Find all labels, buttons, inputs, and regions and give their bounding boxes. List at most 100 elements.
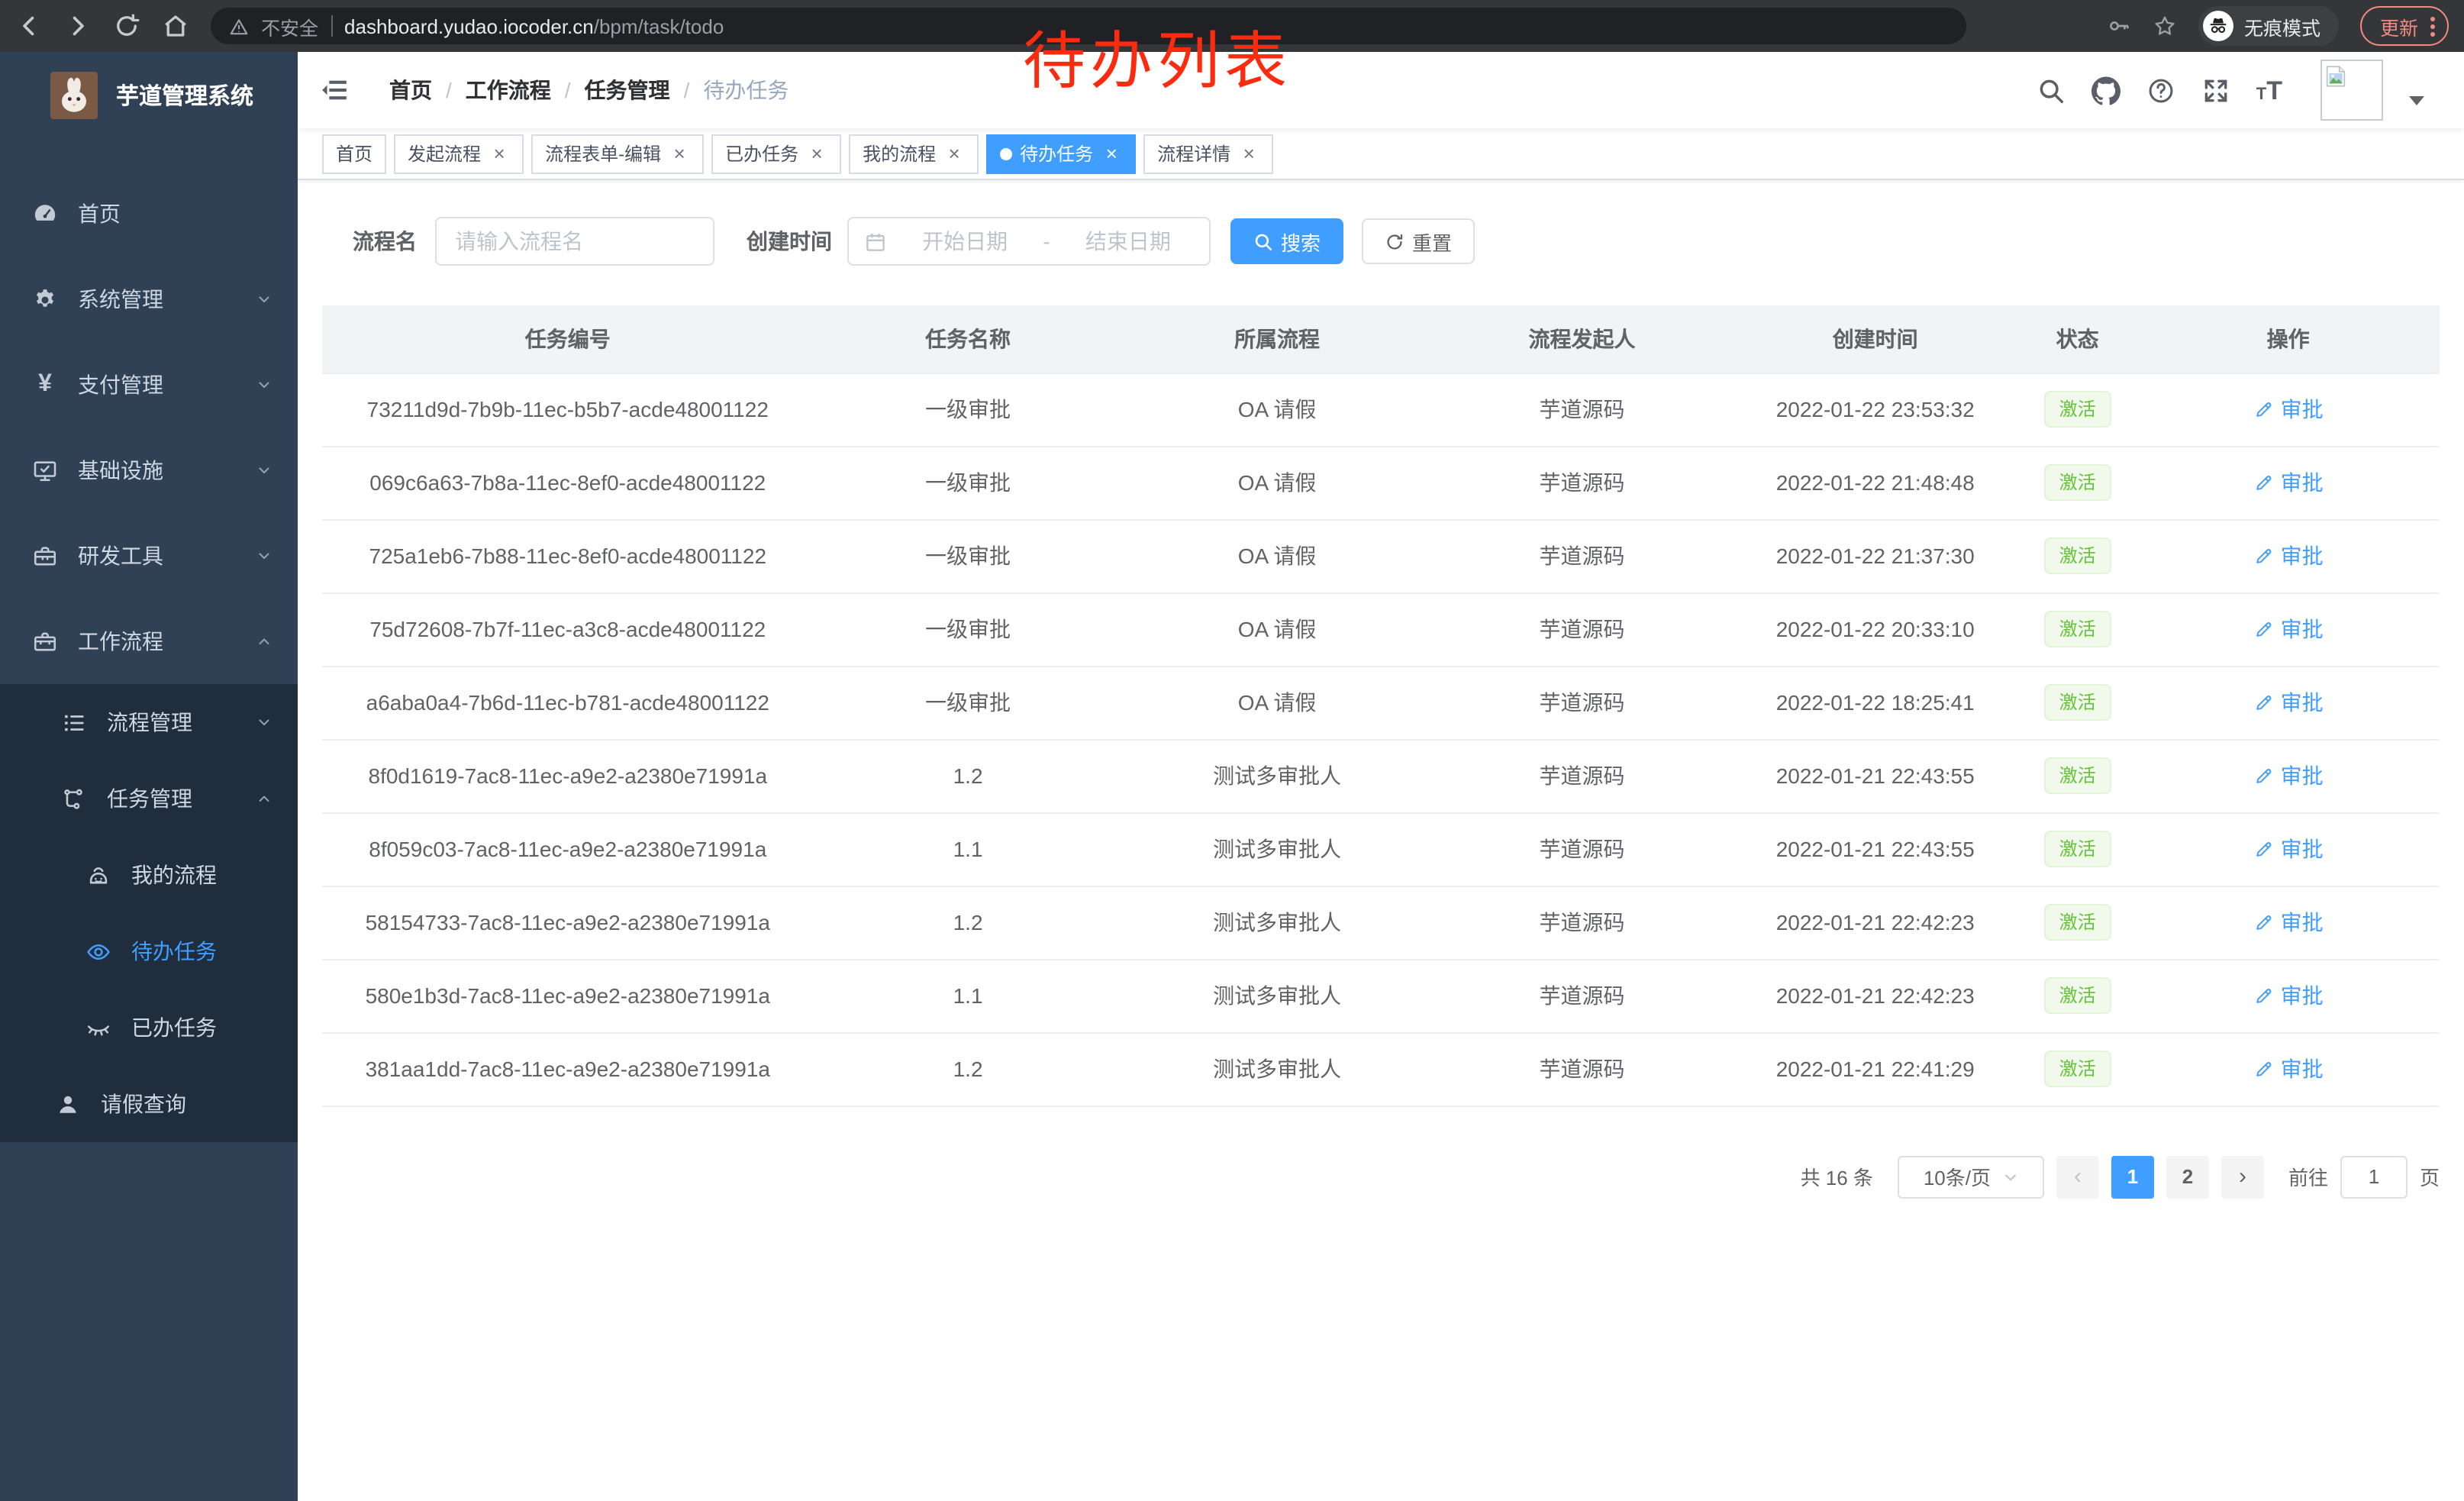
sidebar-item-home[interactable]: 首页: [0, 171, 298, 257]
forward-icon[interactable]: [64, 12, 92, 40]
approve-button[interactable]: 审批: [2253, 834, 2324, 864]
cell-actions: 审批: [2137, 446, 2440, 520]
approve-button[interactable]: 审批: [2253, 541, 2324, 571]
edit-icon: [2253, 1058, 2275, 1080]
avatar[interactable]: [2320, 60, 2383, 121]
close-icon[interactable]: ×: [811, 142, 823, 165]
more-vertical-icon[interactable]: [2430, 16, 2435, 36]
key-icon[interactable]: [2107, 14, 2131, 38]
cell-process: OA 请假: [1122, 373, 1432, 447]
tab-home[interactable]: 首页: [322, 134, 387, 173]
approve-button[interactable]: 审批: [2253, 980, 2324, 1011]
cell-task-name: 一级审批: [813, 446, 1123, 520]
cell-created-time: 2022-01-22 21:48:48: [1732, 446, 2018, 520]
chevron-down-icon: [255, 461, 273, 479]
tab-label: 流程详情: [1157, 144, 1231, 165]
tab-done-task[interactable]: 已办任务 ×: [711, 134, 842, 173]
edit-icon: [2253, 399, 2275, 420]
app-logo[interactable]: 芋道管理系统: [0, 52, 298, 137]
sidebar-item-devtools[interactable]: 研发工具: [0, 513, 298, 599]
sidebar-item-payment[interactable]: ¥ 支付管理: [0, 342, 298, 428]
next-page-button[interactable]: ›: [2221, 1155, 2264, 1198]
user-icon: [55, 1091, 81, 1117]
sidebar-item-todo-task[interactable]: 待办任务: [0, 913, 298, 989]
close-icon[interactable]: ×: [1105, 142, 1118, 165]
approve-button[interactable]: 审批: [2253, 760, 2324, 791]
help-icon[interactable]: [2146, 76, 2175, 105]
cell-actions: 审批: [2137, 1032, 2440, 1106]
close-icon[interactable]: ×: [1243, 142, 1255, 165]
close-icon[interactable]: ×: [493, 142, 505, 165]
close-icon[interactable]: ×: [948, 142, 960, 165]
tab-my-process[interactable]: 我的流程 ×: [849, 134, 979, 173]
cell-status: 激活: [2017, 886, 2137, 960]
reload-icon[interactable]: [113, 12, 140, 40]
cell-actions: 审批: [2137, 886, 2440, 960]
tab-todo-task[interactable]: 待办任务 ×: [986, 134, 1137, 173]
approve-label: 审批: [2280, 763, 2324, 788]
sidebar-item-task-mgmt[interactable]: 任务管理: [0, 760, 298, 837]
date-range-picker[interactable]: 开始日期 - 结束日期: [847, 217, 1211, 266]
url-text[interactable]: dashboard.yudao.iocoder.cn/bpm/task/todo: [344, 15, 724, 37]
sidebar-item-done-task[interactable]: 已办任务: [0, 989, 298, 1066]
sidebar-item-workflow[interactable]: 工作流程: [0, 599, 298, 684]
breadcrumb-item[interactable]: 工作流程: [465, 78, 551, 102]
breadcrumb-separator: /: [564, 78, 571, 102]
update-button[interactable]: 更新: [2359, 6, 2449, 46]
incognito-label: 无痕模式: [2243, 18, 2320, 39]
sidebar-item-my-process[interactable]: 我的流程: [0, 837, 298, 913]
tab-process-detail[interactable]: 流程详情 ×: [1143, 134, 1274, 173]
approve-button[interactable]: 审批: [2253, 907, 2324, 938]
sidebar-item-system[interactable]: 系统管理: [0, 257, 298, 342]
breadcrumb-item[interactable]: 任务管理: [584, 78, 670, 102]
briefcase-icon: [32, 628, 58, 654]
approve-button[interactable]: 审批: [2253, 614, 2324, 644]
cell-task-name: 1.2: [813, 1032, 1123, 1106]
sidebar-item-label: 系统管理: [78, 287, 163, 311]
approve-button[interactable]: 审批: [2253, 467, 2324, 498]
approve-button[interactable]: 审批: [2253, 687, 2324, 718]
chevron-down-icon: [255, 376, 273, 394]
table-row: a6aba0a4-7b6d-11ec-b781-acde48001122 一级审批…: [322, 666, 2440, 740]
address-bar[interactable]: 不安全 dashboard.yudao.iocoder.cn/bpm/task/…: [211, 8, 1966, 44]
close-icon[interactable]: ×: [673, 142, 685, 165]
approve-label: 审批: [2280, 690, 2324, 715]
tags-view: 首页 发起流程 × 流程表单-编辑 × 已办任务 × 我的流程 × 待办任务 × 流程详情 ×: [298, 128, 2464, 180]
hamburger-icon[interactable]: [319, 75, 350, 105]
page-size-select[interactable]: 10条/页: [1897, 1155, 2044, 1198]
home-icon[interactable]: [162, 12, 189, 40]
chevron-down-icon: [2003, 1169, 2018, 1184]
sidebar-item-infra[interactable]: 基础设施: [0, 428, 298, 513]
cell-starter: 芋道源码: [1431, 739, 1733, 813]
page-button-1[interactable]: 1: [2111, 1155, 2154, 1198]
search-icon[interactable]: [2037, 76, 2066, 105]
back-icon[interactable]: [15, 12, 43, 40]
create-time-label: 创建时间: [747, 229, 832, 253]
sidebar-item-leave-query[interactable]: 请假查询: [0, 1066, 298, 1142]
fullscreen-icon[interactable]: [2201, 76, 2230, 105]
security-label[interactable]: 不安全: [261, 18, 319, 39]
star-icon[interactable]: [2153, 14, 2177, 38]
range-separator: -: [1043, 229, 1050, 253]
breadcrumb-item[interactable]: 首页: [389, 78, 432, 102]
tab-start-process[interactable]: 发起流程 ×: [394, 134, 524, 173]
approve-button[interactable]: 审批: [2253, 1054, 2324, 1084]
cell-task-id: 069c6a63-7b8a-11ec-8ef0-acde48001122: [322, 446, 814, 520]
approve-button[interactable]: 审批: [2253, 394, 2324, 424]
prev-page-button[interactable]: ‹: [2056, 1155, 2099, 1198]
status-badge: 激活: [2043, 831, 2111, 867]
search-button[interactable]: 搜索: [1230, 218, 1344, 264]
goto-page-input[interactable]: [2340, 1155, 2408, 1198]
reset-button[interactable]: 重置: [1362, 218, 1475, 264]
cell-task-name: 1.1: [813, 959, 1123, 1033]
tab-label: 已办任务: [725, 144, 799, 165]
process-name-input[interactable]: [435, 217, 714, 266]
caret-down-icon[interactable]: [2409, 96, 2424, 105]
sidebar-item-process-mgmt[interactable]: 流程管理: [0, 684, 298, 760]
incognito-badge: 无痕模式: [2198, 6, 2339, 46]
github-icon[interactable]: [2091, 76, 2121, 105]
tab-form-edit[interactable]: 流程表单-编辑 ×: [531, 134, 705, 173]
cell-actions: 审批: [2137, 959, 2440, 1033]
page-button-2[interactable]: 2: [2166, 1155, 2209, 1198]
